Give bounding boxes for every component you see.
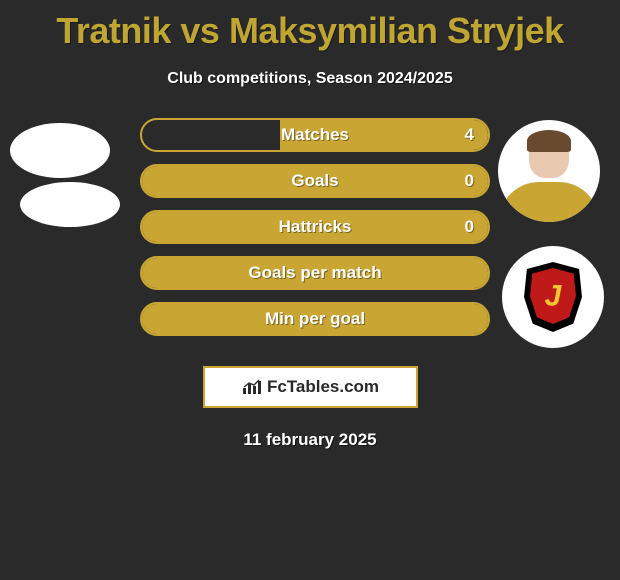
- crest-letter: J: [545, 279, 562, 313]
- stat-bar-value: 0: [465, 166, 474, 196]
- subtitle: Club competitions, Season 2024/2025: [0, 70, 620, 88]
- stat-bar-label: Matches: [142, 120, 488, 150]
- stat-bar-hattricks: Hattricks 0: [140, 210, 490, 244]
- player2-jersey: [499, 182, 599, 222]
- stat-bar-value: 4: [465, 120, 474, 150]
- stat-bar-label: Hattricks: [142, 212, 488, 242]
- player2-avatar: [498, 120, 600, 222]
- crest-shield: J: [524, 262, 582, 332]
- date-label: 11 february 2025: [0, 430, 620, 450]
- page-title: Tratnik vs Maksymilian Stryjek: [0, 0, 620, 52]
- stat-bar-label: Min per goal: [142, 304, 488, 334]
- stat-bars: Matches 4 Goals 0 Hattricks 0 Goals per …: [140, 118, 490, 348]
- stat-bar-label: Goals per match: [142, 258, 488, 288]
- stats-area: J Matches 4 Goals 0 Hattricks 0 Goals pe…: [0, 118, 620, 358]
- player1-avatar-placeholder: [10, 123, 110, 178]
- player2-club-crest: J: [502, 246, 604, 348]
- stat-bar-matches: Matches 4: [140, 118, 490, 152]
- brand-text: FcTables.com: [267, 377, 379, 397]
- stat-bar-min-per-goal: Min per goal: [140, 302, 490, 336]
- player1-club-placeholder: [20, 182, 120, 227]
- stat-bar-goals: Goals 0: [140, 164, 490, 198]
- stat-bar-goals-per-match: Goals per match: [140, 256, 490, 290]
- brand-badge: FcTables.com: [203, 366, 418, 408]
- player2-hair: [527, 130, 571, 152]
- bar-chart-icon: [241, 378, 263, 396]
- stat-bar-label: Goals: [142, 166, 488, 196]
- stat-bar-value: 0: [465, 212, 474, 242]
